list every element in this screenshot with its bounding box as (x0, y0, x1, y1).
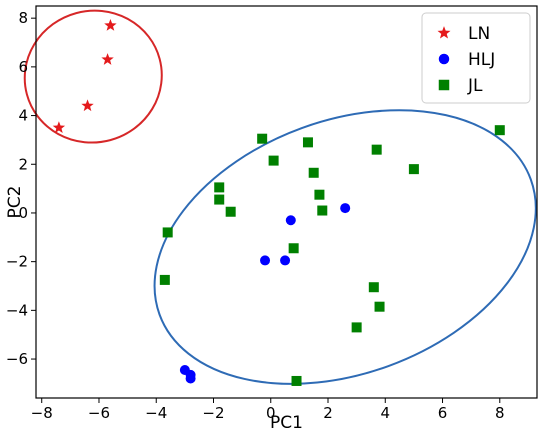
legend-hlj-marker (438, 53, 450, 65)
hlj-point (185, 373, 196, 384)
jl-point (225, 206, 236, 217)
jl-point (291, 375, 302, 386)
x-axis-ticks: −8 −6 −4 −2 0 2 4 6 8 (31, 398, 505, 422)
jl-point (317, 205, 328, 216)
cluster-ellipse (23, 9, 163, 144)
hlj-point (285, 215, 296, 226)
ln-point (52, 121, 66, 133)
legend-jl-marker (438, 79, 450, 91)
hlj-point (340, 203, 351, 214)
y-tick-label: −2 (6, 253, 28, 271)
legend-label-jl: JL (467, 76, 483, 96)
ln-point (81, 99, 94, 112)
y-tick-label: 6 (18, 58, 28, 76)
x-tick-label: 0 (266, 404, 276, 422)
jl-point (351, 322, 362, 333)
y-tick-label: 0 (18, 204, 28, 222)
jl-point (159, 274, 170, 285)
y-tick-label: −6 (6, 350, 28, 368)
jl-point (371, 144, 382, 155)
ln-point (104, 18, 117, 31)
x-tick-label: −6 (88, 404, 110, 422)
jl-point (408, 164, 419, 175)
y-tick-label: −4 (6, 301, 28, 319)
legend-label-hlj: HLJ (468, 50, 495, 70)
jl-point (374, 301, 385, 312)
x-tick-label: 8 (495, 404, 505, 422)
jl-point (308, 167, 319, 178)
cluster-ellipse (153, 109, 537, 385)
jl-point (288, 243, 299, 254)
jl-point (257, 133, 268, 144)
axes-frame (35, 5, 538, 399)
x-tick-label: −2 (202, 404, 224, 422)
jl-point (214, 182, 225, 193)
legend: LN HLJ JL (421, 12, 531, 104)
data-markers (52, 18, 505, 386)
jl-point (368, 282, 379, 293)
x-tick-label: −8 (31, 404, 53, 422)
x-axis-label: PC1 (270, 413, 303, 433)
y-axis-ticks: −6 −4 −2 0 2 4 6 8 (6, 9, 36, 368)
jl-point (314, 189, 325, 200)
hlj-point (260, 255, 271, 266)
x-tick-label: 2 (323, 404, 333, 422)
y-axis-label: PC2 (5, 186, 25, 219)
legend-label-ln: LN (468, 24, 490, 44)
y-tick-label: 2 (18, 155, 28, 173)
jl-point (302, 137, 313, 148)
jl-point (268, 155, 279, 166)
x-tick-label: 4 (380, 404, 390, 422)
cluster-ellipses (23, 9, 537, 385)
jl-point (494, 125, 505, 136)
legend-ln-marker (437, 26, 451, 39)
jl-point (162, 227, 173, 238)
x-tick-label: −4 (145, 404, 167, 422)
ln-point (101, 53, 114, 65)
x-tick-label: 6 (438, 404, 448, 422)
jl-point (214, 194, 225, 205)
y-tick-label: 8 (18, 9, 28, 27)
hlj-point (280, 255, 291, 266)
y-tick-label: 4 (18, 107, 28, 125)
